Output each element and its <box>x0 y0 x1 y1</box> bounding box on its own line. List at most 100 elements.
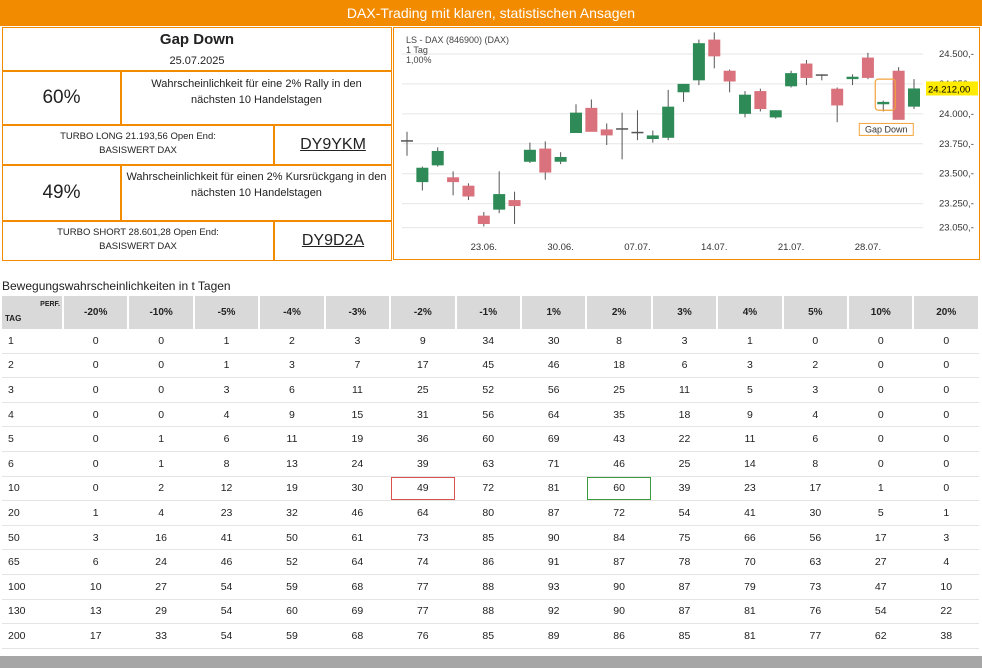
chart-subtitle-2: 1,00% <box>406 55 432 65</box>
table-cell: 0 <box>848 451 914 477</box>
turbo-long-label: TURBO LONG 21.193,56 Open End: BASISWERT… <box>60 131 216 156</box>
table-cell: 3 <box>324 329 391 354</box>
table-cell: 87 <box>651 599 718 625</box>
drop-description: Wahrscheinlichkeit für einen 2% Kursrück… <box>126 171 387 199</box>
table-cell: 68 <box>324 574 391 600</box>
table-row: 5 0 1 6 11 19 36 60 69 43 22 11 6 0 0 <box>2 426 979 452</box>
table-cell: 11 <box>259 426 325 452</box>
chart-title: LS - DAX (846900) (DAX) <box>406 35 509 45</box>
header-col: -20% <box>63 296 130 329</box>
table-cell: 49 <box>390 476 456 502</box>
table-cell: 79 <box>717 574 783 600</box>
candle-body <box>861 57 874 78</box>
table-cell: 46 <box>586 451 652 477</box>
table-cell: 86 <box>455 549 521 575</box>
y-tick-label: 23.050,- <box>939 223 974 234</box>
candle-body <box>401 140 413 142</box>
row-tag: 50 <box>2 525 63 551</box>
rally-desc-box: Wahrscheinlichkeit für eine 2% Rally in … <box>121 71 392 125</box>
header-col: 2% <box>586 296 653 329</box>
table-cell: 0 <box>63 353 129 379</box>
table-cell: 4 <box>128 500 194 526</box>
table-cell: 90 <box>586 599 652 625</box>
table-cell: 6 <box>651 353 718 379</box>
x-tick-label: 23.06. <box>471 242 497 253</box>
table-cell: 0 <box>63 476 129 502</box>
candle-body <box>754 91 767 110</box>
turbo-long-wkn[interactable]: DY9YKM <box>300 136 366 153</box>
table-cell: 30 <box>520 329 587 354</box>
table-cell: 11 <box>651 377 718 403</box>
table-cell: 6 <box>259 377 325 403</box>
row-tag: 3 <box>2 377 63 403</box>
turbo-short-box: TURBO SHORT 28.601,28 Open End: BASISWER… <box>2 221 274 261</box>
table-cell: 91 <box>520 549 587 575</box>
table-cell: 33 <box>128 623 194 649</box>
table-cell: 1 <box>193 329 260 354</box>
y-tick-label: 23.500,- <box>939 169 974 180</box>
candle-body <box>831 88 844 106</box>
table-caption: Bewegungswahrscheinlichkeiten in t Tagen <box>2 279 231 293</box>
table-cell: 27 <box>128 574 194 600</box>
table-cell: 43 <box>586 426 652 452</box>
table-cell: 0 <box>782 329 849 354</box>
table-cell: 39 <box>651 476 718 502</box>
table-cell: 8 <box>193 451 260 477</box>
page-banner: DAX-Trading mit klaren, statistischen An… <box>0 0 982 26</box>
candle-body <box>477 215 490 225</box>
header-col: 10% <box>848 296 915 329</box>
table-cell: 52 <box>455 377 521 403</box>
turbo-short-label: TURBO SHORT 28.601,28 Open End: BASISWER… <box>57 227 219 252</box>
row-tag: 20 <box>2 500 63 526</box>
table-cell: 12 <box>193 476 260 502</box>
table-cell: 34 <box>455 329 521 354</box>
table-cell: 23 <box>717 476 783 502</box>
table-cell: 9 <box>259 402 325 428</box>
table-cell: 22 <box>651 426 718 452</box>
table-cell: 68 <box>324 623 391 649</box>
candle-body <box>539 148 552 173</box>
header-col: 4% <box>717 296 784 329</box>
table-cell: 46 <box>193 549 260 575</box>
header-col: -1% <box>455 296 522 329</box>
y-tick-label: 23.250,- <box>939 199 974 210</box>
table-cell: 39 <box>390 451 456 477</box>
table-cell: 1 <box>717 329 783 354</box>
table-cell: 54 <box>193 623 260 649</box>
table-cell: 85 <box>455 623 521 649</box>
table-cell: 86 <box>586 623 652 649</box>
table-cell: 61 <box>324 525 391 551</box>
gap-down-marker <box>874 78 896 111</box>
table-cell: 0 <box>848 329 914 354</box>
signal-title: Gap Down <box>159 31 235 48</box>
row-tag: 4 <box>2 402 63 428</box>
table-cell: 17 <box>782 476 849 502</box>
rally-pct-box: 60% <box>2 71 121 125</box>
table-cell: 63 <box>455 451 521 477</box>
table-cell: 76 <box>782 599 849 625</box>
header-col: -4% <box>259 296 326 329</box>
table-cell: 7 <box>324 353 391 379</box>
table-cell: 76 <box>390 623 456 649</box>
drop-pct-box: 49% <box>2 165 121 221</box>
header-col: -10% <box>128 296 195 329</box>
table-cell: 77 <box>782 623 849 649</box>
chart-subtitle-1: 1 Tag <box>406 45 428 55</box>
gap-down-label: Gap Down <box>865 124 908 134</box>
table-cell: 81 <box>717 599 783 625</box>
last-price-label: 24.212,00 <box>928 84 970 95</box>
table-cell: 0 <box>63 402 129 428</box>
candle-body <box>877 101 890 105</box>
table-row: 50 3 16 41 50 61 73 85 90 84 75 66 56 17 3 <box>2 525 979 551</box>
turbo-short-wkn[interactable]: DY9D2A <box>301 232 365 249</box>
table-cell: 1 <box>913 500 979 526</box>
table-cell: 56 <box>455 402 521 428</box>
table-cell: 46 <box>520 353 587 379</box>
candle-body <box>431 150 444 166</box>
candle-body <box>677 83 690 93</box>
table-row: 200 17 33 54 59 68 76 85 89 86 85 81 77 62 38 <box>2 623 979 649</box>
table-cell: 1 <box>193 353 260 379</box>
y-tick-label: 24.500,- <box>939 49 974 60</box>
banner-title: DAX-Trading mit klaren, statistischen An… <box>346 5 636 21</box>
header-tag-label: TAG <box>5 314 22 323</box>
